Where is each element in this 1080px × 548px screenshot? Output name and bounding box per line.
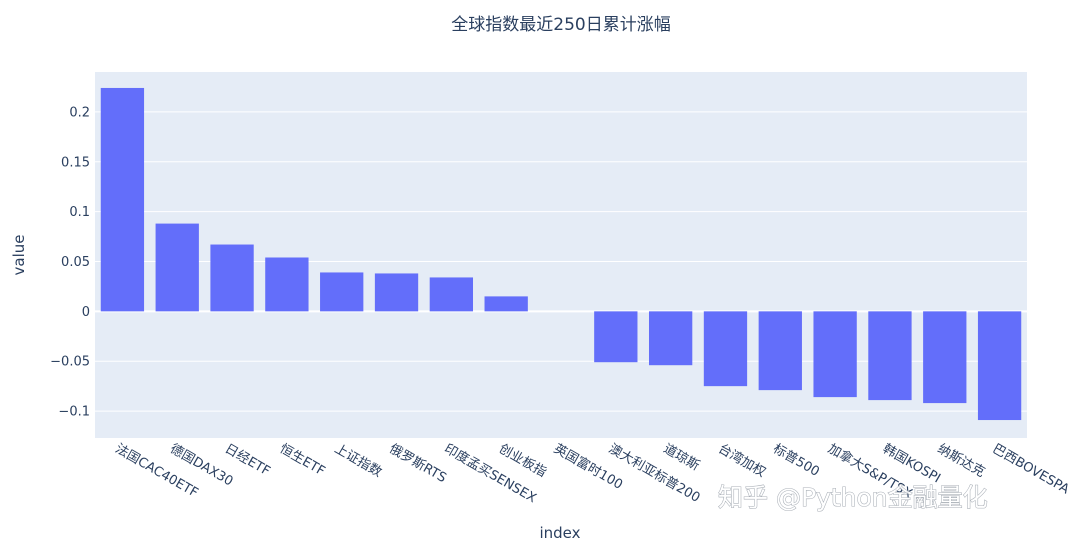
y-tick-label: 0.05 xyxy=(61,255,90,270)
bar xyxy=(648,311,693,366)
bars xyxy=(100,87,1022,421)
bar xyxy=(703,311,748,387)
x-tick-label: 印度孟买SENSEX xyxy=(441,441,539,507)
x-axis-title: index xyxy=(539,524,580,542)
x-tick-label: 上证指数 xyxy=(332,441,385,480)
y-tick-label: 0.15 xyxy=(61,155,90,170)
bar xyxy=(484,296,528,312)
bar xyxy=(320,272,364,312)
watermark: 知乎 @Python金融量化 xyxy=(718,483,988,512)
x-tick-label: 标普500 xyxy=(770,441,822,479)
y-axis-ticks: −0.1 −0.05 0 0.05 0.1 0.15 0.2 xyxy=(50,105,90,419)
x-tick-label: 澳大利亚标普200 xyxy=(606,441,703,506)
bar xyxy=(813,311,857,398)
bar xyxy=(374,273,419,312)
bar xyxy=(210,244,254,312)
y-axis-title: value xyxy=(10,235,28,276)
x-tick-label: 道琼斯 xyxy=(661,441,702,473)
x-tick-label: 纳斯达克 xyxy=(935,441,988,480)
y-tick-label: 0.1 xyxy=(69,205,90,220)
bar xyxy=(155,223,199,312)
y-tick-label: 0 xyxy=(82,305,90,320)
x-tick-label: 台湾加权 xyxy=(715,441,768,481)
bar xyxy=(429,277,474,312)
chart-title: 全球指数最近250日累计涨幅 xyxy=(451,15,670,35)
bar xyxy=(977,311,1022,421)
bar xyxy=(265,257,309,312)
y-tick-label: −0.1 xyxy=(58,405,90,420)
x-tick-label: 恒生ETF xyxy=(277,441,327,479)
bar xyxy=(868,311,912,401)
bar xyxy=(923,311,967,404)
bar xyxy=(594,311,638,363)
x-tick-label: 巴西BOVESPA xyxy=(990,441,1072,497)
y-tick-label: −0.05 xyxy=(50,355,90,370)
x-tick-label: 俄罗斯RTS xyxy=(387,441,449,486)
y-tick-label: 0.2 xyxy=(69,105,90,120)
bar xyxy=(100,87,145,312)
bar xyxy=(758,311,802,391)
